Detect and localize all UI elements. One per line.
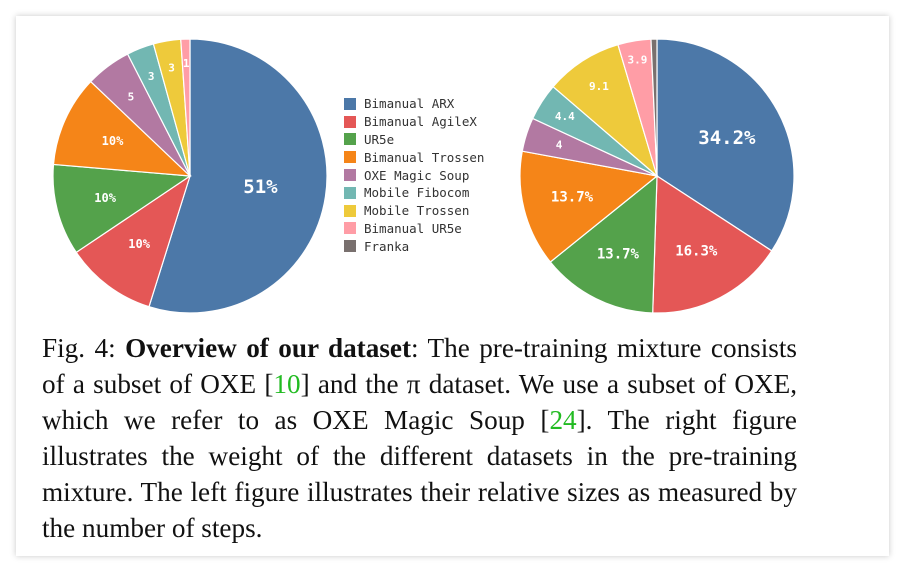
- figure-caption: Fig. 4: Overview of our dataset: The pre…: [42, 330, 797, 546]
- slice-value-label: 4.4: [555, 110, 575, 123]
- legend-item: Bimanual Trossen: [344, 148, 484, 166]
- legend-label: Bimanual UR5e: [364, 220, 462, 236]
- slice-value-label: 13.7%: [597, 246, 640, 262]
- caption-text: ] and the π dataset. We use a subset of …: [42, 369, 798, 435]
- legend-swatch: [344, 240, 356, 253]
- slice-value-label: 5: [128, 90, 135, 103]
- legend-label: Bimanual Trossen: [364, 149, 485, 165]
- pie-slice: [52, 163, 192, 254]
- slice-value-label: 16.3%: [675, 243, 718, 259]
- legend-swatch: [344, 97, 356, 110]
- slice-value-label: 3: [148, 70, 155, 83]
- caption-text: : The pre-training mixture consists of a…: [42, 333, 798, 399]
- slice-value-label: 3: [168, 61, 175, 74]
- slice-value-label: 13.7%: [551, 190, 594, 206]
- legend-swatch: [344, 186, 356, 199]
- caption-text: ]. The right figure illustrates the weig…: [42, 405, 797, 543]
- legend-item: Bimanual ARX: [344, 95, 484, 113]
- slice-value-label: 1: [183, 57, 190, 70]
- legend-swatch: [344, 151, 356, 164]
- slice-value-label: 10%: [128, 237, 150, 251]
- pie-slice: [650, 38, 658, 177]
- legend-label: Bimanual ARX: [364, 96, 455, 112]
- legend-item: Bimanual AgileX: [344, 113, 484, 131]
- legend-item: OXE Magic Soup: [344, 166, 484, 184]
- legend-swatch: [344, 115, 356, 128]
- slice-value-label: 51%: [243, 176, 278, 198]
- legend-swatch: [344, 133, 356, 146]
- legend-label: OXE Magic Soup: [364, 167, 470, 183]
- caption-fig-number: Fig. 4:: [42, 333, 116, 363]
- slice-value-label: 3.9: [628, 53, 648, 66]
- legend-item: Bimanual UR5e: [344, 220, 484, 238]
- citation-link[interactable]: 24: [549, 405, 577, 435]
- slice-value-label: 4: [556, 138, 563, 151]
- legend-swatch: [344, 222, 356, 235]
- slice-value-label: 9.1: [589, 80, 609, 93]
- pie-slice: [552, 43, 659, 178]
- legend-label: Mobile Fibocom: [364, 185, 470, 201]
- pie-slice: [75, 174, 192, 308]
- slice-value-label: 34.2%: [698, 127, 756, 149]
- legend-label: Bimanual AgileX: [364, 114, 477, 130]
- legend-swatch: [344, 204, 356, 217]
- citation-link[interactable]: 10: [273, 369, 301, 399]
- pie-slice: [52, 80, 192, 177]
- legend-item: Mobile Trossen: [344, 202, 484, 220]
- slice-value-label: 10%: [94, 191, 116, 205]
- slice-value-label: 10%: [102, 134, 124, 148]
- caption-bold-title: Overview of our dataset: [125, 333, 412, 363]
- legend-label: UR5e: [364, 131, 395, 147]
- legend-swatch: [344, 169, 356, 182]
- legend-label: Mobile Trossen: [364, 203, 470, 219]
- pie-slice: [180, 38, 191, 177]
- pie-slice: [549, 174, 658, 314]
- legend: Bimanual ARX Bimanual AgileX UR5e Bimanu…: [344, 95, 484, 255]
- pie-slice: [519, 150, 659, 263]
- legend-label: Franka: [364, 238, 410, 254]
- legend-item: Mobile Fibocom: [344, 184, 484, 202]
- pie-slice: [652, 174, 773, 314]
- legend-item: Franka: [344, 237, 484, 255]
- pie-slice: [148, 38, 328, 314]
- legend-item: UR5e: [344, 131, 484, 149]
